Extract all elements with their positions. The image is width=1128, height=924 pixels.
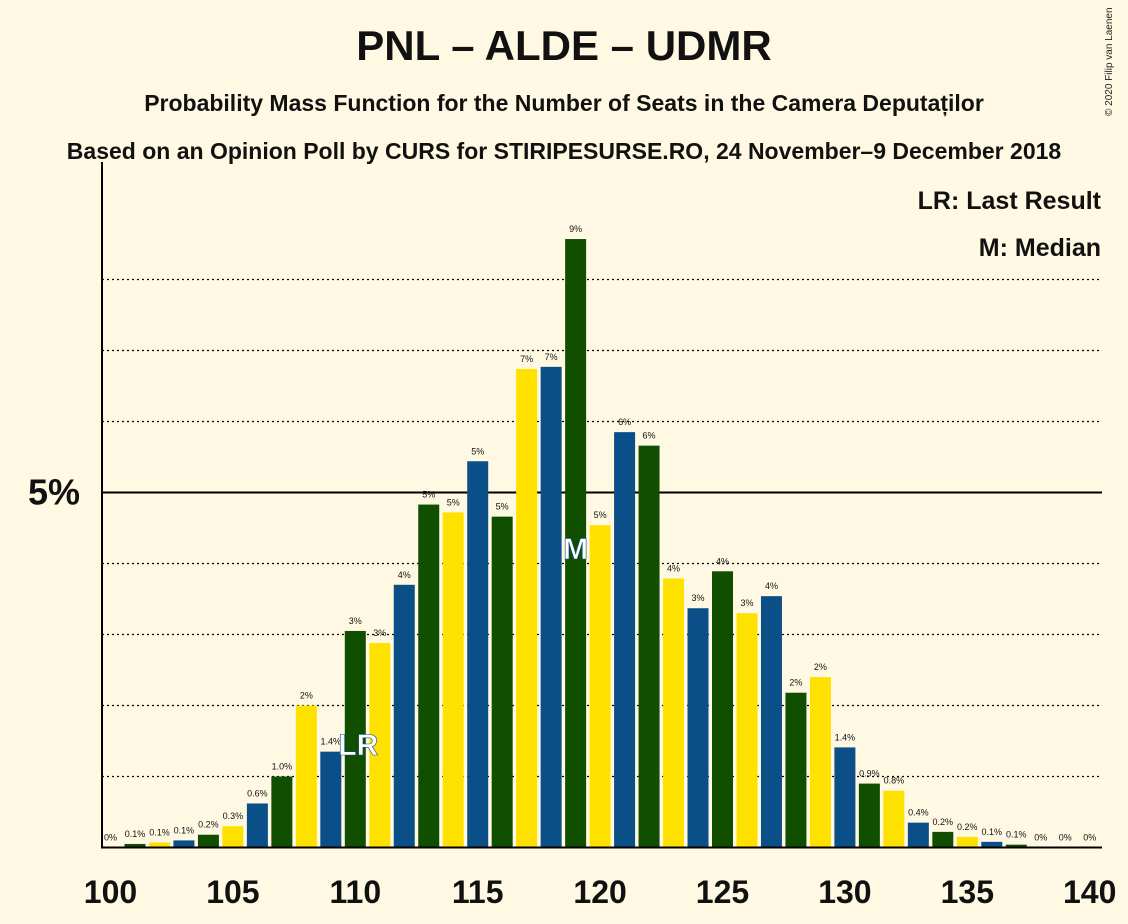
bar-seat-113: [418, 504, 440, 848]
bar-seat-131: [858, 783, 880, 848]
bar-seat-103: [173, 840, 195, 848]
bar-label-102: 0.1%: [149, 828, 170, 838]
x-tick-label-110: 110: [329, 874, 381, 910]
bar-label-117: 7%: [520, 354, 533, 364]
legend-entry-0: LR: Last Result: [918, 187, 1102, 215]
bar-label-104: 0.2%: [198, 820, 219, 830]
bar-seat-124: [687, 608, 709, 848]
bar-label-132: 0.8%: [884, 776, 905, 786]
bar-label-109: 1.4%: [321, 737, 342, 747]
bar-label-123: 4%: [667, 563, 680, 573]
x-tick-label-125: 125: [696, 874, 749, 910]
bar-seat-108: [295, 705, 317, 848]
bar-seat-110: [344, 630, 366, 848]
chart-source: Based on an Opinion Poll by CURS for STI…: [66, 138, 1062, 164]
bar-label-126: 3%: [740, 598, 753, 608]
bar-seat-104: [197, 834, 219, 848]
x-tick-label-135: 135: [941, 874, 994, 910]
bar-seat-105: [222, 826, 244, 848]
bar-seat-117: [516, 368, 538, 848]
bar-label-103: 0.1%: [174, 825, 195, 835]
bar-seat-125: [712, 571, 733, 848]
bar-seat-120: [589, 525, 611, 848]
chart-subtitle: Probability Mass Function for the Number…: [144, 90, 984, 116]
x-tick-label-105: 105: [206, 874, 259, 910]
bar-label-101: 0.1%: [125, 829, 146, 839]
bar-seat-116: [491, 516, 513, 848]
bar-seat-111: [369, 643, 391, 848]
bar-seat-121: [614, 432, 636, 848]
bar-label-139: 0%: [1059, 833, 1072, 843]
bar-seat-136: [981, 841, 1003, 848]
bar-seat-112: [393, 584, 415, 848]
bar-seat-135: [956, 836, 978, 848]
bar-seat-127: [760, 596, 782, 848]
y-tick-label: 5%: [28, 472, 80, 513]
median-marker: M: [563, 533, 588, 566]
bar-label-134: 0.2%: [933, 817, 954, 827]
bar-seat-119: [565, 239, 587, 848]
bar-seat-114: [442, 512, 464, 848]
bar-seat-107: [271, 776, 293, 848]
bar-label-122: 6%: [643, 431, 656, 441]
bar-label-131: 0.9%: [859, 769, 880, 779]
bar-label-127: 4%: [765, 581, 778, 591]
bar-seat-115: [467, 461, 489, 848]
bar-label-105: 0.3%: [223, 811, 244, 821]
bar-label-110: 3%: [349, 616, 362, 626]
bar-label-125: 4%: [716, 556, 729, 566]
bar-seat-128: [785, 692, 807, 848]
bar-label-129: 2%: [814, 662, 827, 672]
bar-label-121: 6%: [618, 417, 631, 427]
bar-seat-137: [1005, 844, 1027, 848]
last-result-marker: LR: [338, 729, 378, 762]
bar-seat-129: [809, 677, 831, 848]
x-tick-label-120: 120: [573, 874, 626, 910]
bar-label-135: 0.2%: [957, 822, 978, 832]
x-tick-label-100: 100: [84, 874, 137, 910]
bar-seat-106: [246, 803, 268, 848]
bar-seat-101: [124, 843, 146, 848]
bar-seat-132: [883, 790, 905, 848]
legend-entry-1: M: Median: [979, 234, 1101, 262]
bar-seat-133: [907, 822, 929, 848]
bar-label-106: 0.6%: [247, 788, 268, 798]
bar-label-113: 5%: [422, 490, 435, 500]
x-tick-label-140: 140: [1063, 874, 1116, 910]
bar-label-100: 0%: [104, 833, 117, 843]
bar-label-111: 3%: [373, 628, 386, 638]
bar-seat-134: [932, 831, 954, 848]
bar-label-124: 3%: [692, 593, 705, 603]
x-tick-label-115: 115: [452, 874, 504, 910]
bar-label-140: 0%: [1083, 833, 1096, 843]
x-tick-label-130: 130: [818, 874, 871, 910]
bar-label-138: 0%: [1034, 833, 1047, 843]
bar-label-128: 2%: [789, 678, 802, 688]
bar-seat-123: [663, 578, 685, 848]
bar-label-118: 7%: [545, 352, 558, 362]
bar-seat-130: [834, 747, 856, 848]
bar-seat-118: [540, 366, 562, 848]
bar-label-116: 5%: [496, 502, 509, 512]
bar-seat-126: [736, 613, 758, 848]
bar-seat-109: [320, 751, 342, 848]
bar-label-115: 5%: [471, 446, 484, 456]
bar-label-119: 9%: [569, 224, 582, 234]
bar-label-112: 4%: [398, 570, 411, 580]
bar-label-120: 5%: [594, 510, 607, 520]
bar-seat-122: [638, 445, 660, 848]
bar-seat-102: [148, 842, 170, 848]
chart-title: PNL – ALDE – UDMR: [356, 22, 772, 69]
bar-label-114: 5%: [447, 497, 460, 507]
bar-label-130: 1.4%: [835, 732, 856, 742]
bar-label-133: 0.4%: [908, 808, 929, 818]
bar-label-137: 0.1%: [1006, 830, 1027, 840]
bar-label-136: 0.1%: [982, 827, 1003, 837]
bar-label-107: 1.0%: [272, 762, 293, 772]
bar-label-108: 2%: [300, 691, 313, 701]
